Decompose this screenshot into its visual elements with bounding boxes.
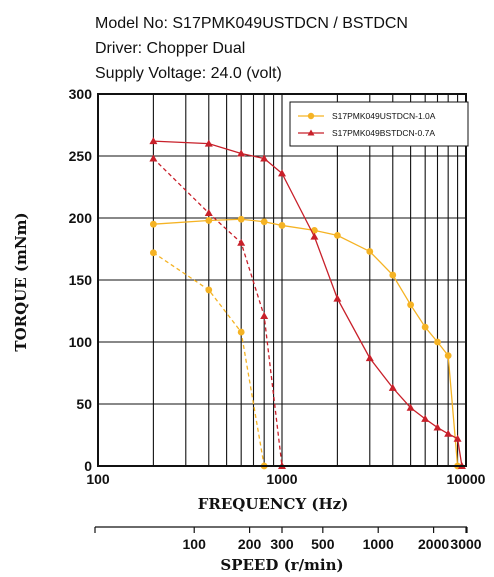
data-point <box>237 238 246 246</box>
voltage-title: Supply Voltage: 24.0 (volt) <box>95 65 282 82</box>
data-point <box>204 139 213 147</box>
axes: 0 50 100 150 200 250 300 100 1000 10000 100 200 300 5… <box>69 86 486 552</box>
legend-swatch-triangle <box>307 129 315 136</box>
driver-title: Driver: Chopper Dual <box>95 40 245 57</box>
data-point <box>260 154 269 162</box>
x-tick-label: 10000 <box>447 471 486 487</box>
data-point <box>237 215 245 223</box>
x-tick-label: 100 <box>86 471 110 487</box>
data-point <box>278 169 286 177</box>
data-point <box>237 149 246 157</box>
data-point <box>433 423 442 431</box>
data-point <box>388 383 397 391</box>
legend-label-1: S17PMK049USTDCN-1.0A <box>332 111 436 121</box>
data-point <box>407 301 415 309</box>
speed-tick-label: 2000 <box>418 536 449 552</box>
data-point <box>333 294 342 302</box>
legend: S17PMK049USTDCN-1.0A S17PMK049BSTDCN-0.7… <box>289 101 469 147</box>
speed-tick-label: 100 <box>183 536 207 552</box>
data-point <box>237 328 245 336</box>
legend-box <box>289 101 469 147</box>
y-tick-label: 0 <box>84 458 92 474</box>
curves <box>149 137 466 470</box>
data-point <box>434 338 441 346</box>
y-tick-label: 100 <box>69 334 93 350</box>
legend-swatch-circle <box>307 112 315 120</box>
y-axis-label: TORQUE (mNm) <box>12 212 30 351</box>
data-point <box>365 354 374 362</box>
speed-tick-label: 500 <box>311 536 335 552</box>
y-tick-label: 50 <box>76 396 92 412</box>
legend-label-2: S17PMK049BSTDCN-0.7A <box>332 128 435 138</box>
plot-frame <box>97 93 467 467</box>
speed-tick-label: 300 <box>270 536 294 552</box>
series-line-pull-in <box>153 252 265 467</box>
data-point <box>278 222 286 229</box>
x-axis-label: FREQUENCY (Hz) <box>198 495 349 513</box>
data-point <box>406 403 415 411</box>
y-tick-label: 250 <box>69 148 93 164</box>
x-tick-label: 1000 <box>266 471 297 487</box>
data-point <box>444 352 452 360</box>
data-point <box>205 217 213 224</box>
y-tick-label: 300 <box>69 86 93 102</box>
y-tick-label: 200 <box>69 210 93 226</box>
data-point <box>366 248 374 255</box>
data-point <box>389 271 397 279</box>
data-point <box>260 218 268 226</box>
data-point <box>149 249 157 257</box>
series-line-pull-out <box>153 140 463 467</box>
speed-axis-label: SPEED (r/min) <box>220 556 343 574</box>
speed-tick-label: 3000 <box>450 536 481 552</box>
data-point <box>333 231 341 239</box>
data-point <box>444 429 453 437</box>
data-point <box>149 154 158 162</box>
data-point <box>310 232 319 240</box>
y-tick-label: 150 <box>69 272 93 288</box>
data-point <box>421 414 430 422</box>
speed-tick-label: 1000 <box>363 536 394 552</box>
model-title: Model No: S17PMK049USTDCN / BSTDCN <box>95 15 408 32</box>
data-point <box>149 220 157 228</box>
series-line-pull-in <box>152 158 283 467</box>
data-point <box>149 137 158 145</box>
data-point <box>421 323 429 331</box>
series-line-pull-out <box>153 218 459 467</box>
data-point <box>260 311 269 319</box>
data-point <box>205 286 213 294</box>
speed-tick-label: 200 <box>238 536 262 552</box>
data-point <box>453 434 462 442</box>
data-point <box>204 209 213 217</box>
